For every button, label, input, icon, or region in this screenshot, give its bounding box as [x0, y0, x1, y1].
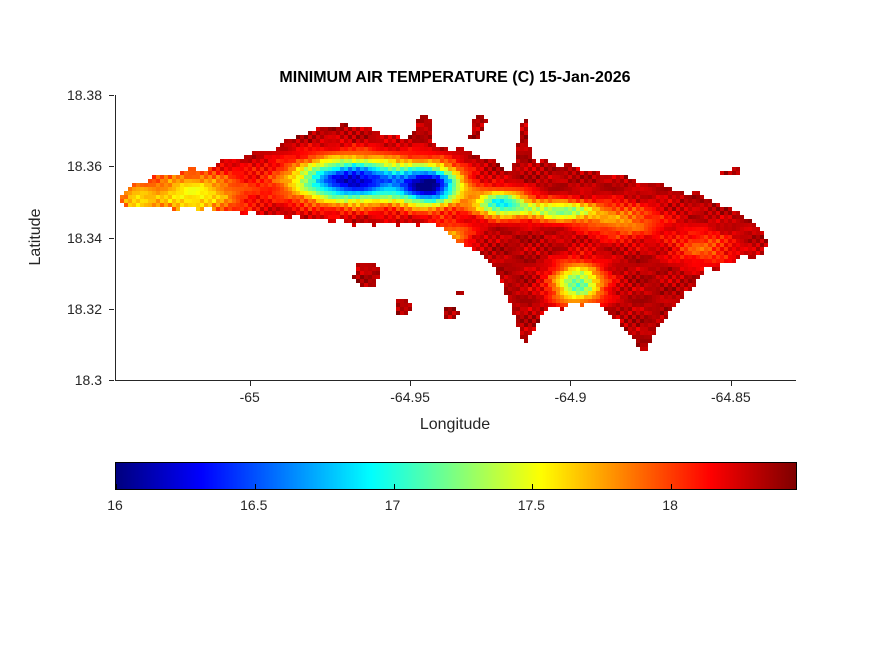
- x-tick-mark: [570, 381, 572, 386]
- y-tick-label: 18.38: [66, 87, 102, 103]
- x-tick-label: -65: [239, 389, 260, 405]
- colorbar-tick-label: 17: [384, 497, 401, 513]
- y-tick-label: 18.36: [66, 158, 102, 175]
- colorbar-tick-label: 17.5: [517, 497, 545, 513]
- y-axis-title: Latitude: [27, 208, 44, 266]
- colorbar-tick-label: 16: [107, 497, 123, 513]
- y-tick-mark: [109, 308, 114, 310]
- colorbar-tick-mark: [671, 484, 673, 489]
- heatmap-canvas: [116, 95, 796, 380]
- colorbar-tick-labels: 16 16.5 17 17.5 18: [107, 489, 795, 515]
- x-tick-mark: [410, 381, 412, 386]
- colorbar-tick-label: 18: [662, 497, 678, 513]
- y-tick-label: 18.3: [74, 372, 102, 388]
- colorbar-canvas: [116, 463, 796, 489]
- colorbar: [115, 462, 797, 490]
- x-tick-label: -64.95: [390, 389, 430, 405]
- y-tick-mark: [109, 166, 114, 168]
- colorbar-tick-mark: [254, 484, 256, 489]
- y-tick-label: 18.32: [66, 300, 102, 317]
- y-axis: 18.3 18.32 18.34 18.36 18.38: [0, 87, 115, 388]
- colorbar-tick-label: 16.5: [240, 497, 268, 513]
- y-tick-label: 18.34: [66, 229, 102, 246]
- y-tick-mark: [109, 237, 114, 239]
- y-tick-mark: [109, 380, 114, 381]
- colorbar-tick-marks: [116, 463, 796, 489]
- x-tick-label: -64.85: [710, 389, 751, 405]
- y-tick-mark: [109, 95, 114, 96]
- colorbar-tick-mark: [116, 484, 117, 489]
- x-axis: -65 -64.95 -64.9 -64.85: [115, 380, 795, 414]
- colorbar-tick-mark: [393, 484, 395, 489]
- x-tick-label: -64.9: [554, 389, 587, 405]
- x-tick-mark: [249, 381, 251, 386]
- plot-area: [115, 95, 796, 381]
- x-tick-mark: [730, 381, 732, 386]
- chart-title: MINIMUM AIR TEMPERATURE (C) 15-Jan-2026: [279, 69, 631, 86]
- x-axis-title: Longitude: [419, 416, 491, 433]
- colorbar-tick-mark: [532, 484, 534, 489]
